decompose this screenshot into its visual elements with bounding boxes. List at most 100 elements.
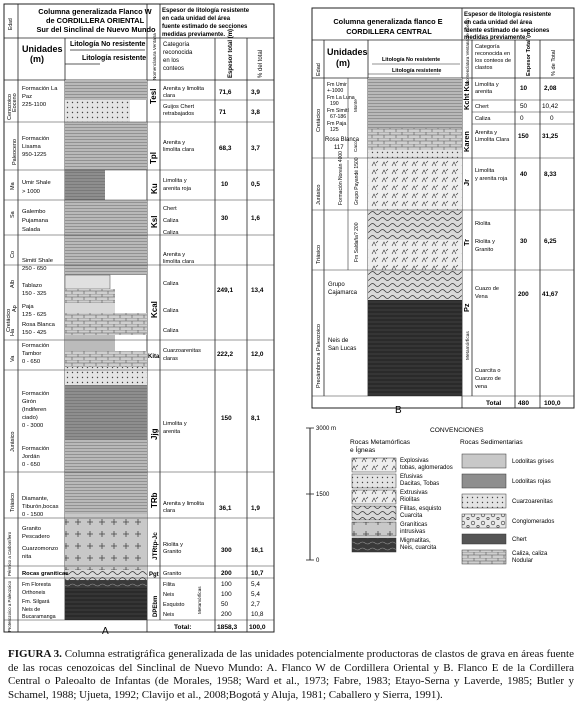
svg-text:10: 10 bbox=[520, 85, 528, 92]
svg-text:2,08: 2,08 bbox=[544, 85, 557, 92]
unidades-header: Unidades (m) bbox=[22, 44, 65, 64]
espesor-header-b: Espesor Total (m) bbox=[526, 29, 532, 76]
lit-res-header-b: Litología resistente bbox=[392, 68, 441, 74]
legend-swatch-explosivas bbox=[351, 457, 397, 473]
svg-text:10,42: 10,42 bbox=[542, 103, 558, 110]
scale-mid: 1500 bbox=[316, 492, 330, 498]
column-b-units: Fm Umir +-1000 Fm La Luna 190 Fm Simití 67-18… bbox=[325, 82, 360, 352]
lithology-column-b bbox=[368, 78, 462, 396]
svg-text:Precámbrico a Paleozoico: Precámbrico a Paleozoico bbox=[316, 324, 322, 388]
legend-meta-title: Rocas Metamórficas e Ígneas bbox=[350, 439, 411, 454]
column-a-ages: Cenozoico Eoceno Paleoceno Ma Sa Co Alb … bbox=[6, 93, 18, 632]
svg-text:68,3: 68,3 bbox=[219, 145, 232, 152]
total-pct-b: 100,0 bbox=[544, 400, 561, 407]
legend-swatch-filitas bbox=[351, 505, 397, 521]
column-b: Columna generalizada flanco E CORDILLERA… bbox=[311, 7, 575, 416]
svg-text:16,1: 16,1 bbox=[251, 547, 264, 554]
svg-text:Metamórficas: Metamórficas bbox=[197, 586, 202, 614]
column-b-title: Columna generalizada flanco E CORDILLERA… bbox=[333, 17, 444, 36]
legend-swatch-graniticas bbox=[351, 521, 397, 537]
svg-text:Ha: Ha bbox=[10, 328, 16, 336]
svg-text:150: 150 bbox=[221, 415, 232, 422]
legend-swatch-chert bbox=[461, 533, 507, 545]
svg-text:6,25: 6,25 bbox=[544, 238, 557, 245]
column-b-categories: Limolita y arenita Chert Caliza Arenita y… bbox=[475, 82, 510, 390]
edad-header-b: Edad bbox=[316, 63, 322, 76]
svg-text:300: 300 bbox=[221, 547, 232, 554]
svg-text:Pz: Pz bbox=[462, 303, 471, 312]
svg-text:DPEbm: DPEbm bbox=[153, 596, 159, 617]
svg-text:Umir Shale> 1000: Umir Shale > 1000 bbox=[22, 180, 51, 195]
unidades-header-b: Unidades (m) bbox=[327, 47, 370, 68]
svg-text:Cretácico: Cretácico bbox=[6, 309, 12, 332]
total-label-b: Total bbox=[486, 400, 501, 407]
svg-text:Migmatitas,Neis, cuarcita: Migmatitas, Neis, cuarcita bbox=[400, 538, 437, 551]
svg-text:Ksl: Ksl bbox=[150, 216, 159, 228]
svg-text:Lodolitas rojas: Lodolitas rojas bbox=[512, 479, 551, 485]
svg-text:Grupo Payandé 1500: Grupo Payandé 1500 bbox=[354, 157, 360, 205]
panel-letter-b: B bbox=[395, 405, 402, 416]
svg-text:31,25: 31,25 bbox=[542, 133, 558, 140]
pct-header-b: % de Total bbox=[551, 50, 557, 76]
legend-swatch-caliza bbox=[461, 549, 507, 565]
lit-res-header: Litología resistente bbox=[82, 55, 146, 62]
svg-text:Triásico: Triásico bbox=[10, 493, 16, 512]
svg-text:Formación Noreán 4000: Formación Noreán 4000 bbox=[338, 151, 344, 205]
categoria-header: Categoría reconocida en los conteos bbox=[163, 42, 194, 72]
svg-text:Jr: Jr bbox=[462, 179, 471, 186]
categoria-header-b: Categoría reconocida en los conteos de c… bbox=[475, 44, 513, 71]
legend-swatch-efusivas bbox=[351, 473, 397, 489]
svg-text:Pérmico a Carbonífero: Pérmico a Carbonífero bbox=[7, 531, 12, 576]
svg-text:Cenozoico: Cenozoico bbox=[7, 94, 13, 120]
svg-text:Eoceno: Eoceno bbox=[12, 93, 18, 112]
svg-text:Cretácico: Cretácico bbox=[316, 109, 322, 132]
legend-sed-title: Rocas Sedimentarias bbox=[460, 439, 523, 446]
legend-title: CONVENCIONES bbox=[430, 427, 484, 434]
svg-text:Ku: Ku bbox=[150, 183, 159, 194]
svg-text:13,4: 13,4 bbox=[251, 287, 264, 294]
column-a-units: Formación La Paz 225-1100 Formación Lisama 9… bbox=[22, 86, 68, 620]
svg-text:Ma: Ma bbox=[10, 181, 16, 190]
svg-text:36,1: 36,1 bbox=[219, 505, 232, 512]
svg-text:Chert: Chert bbox=[475, 104, 489, 110]
svg-text:Caliza: Caliza bbox=[475, 116, 491, 122]
espesor-header: Espesor total (m) bbox=[228, 29, 234, 78]
svg-text:Granito: Granito bbox=[163, 571, 181, 577]
scale-bottom: 0 bbox=[316, 558, 320, 564]
lit-nores-header: Litología No resistente bbox=[70, 41, 146, 48]
svg-text:Sa: Sa bbox=[10, 210, 16, 218]
svg-text:0: 0 bbox=[550, 115, 554, 122]
svg-text:Cuarzoarenitas: Cuarzoarenitas bbox=[512, 499, 553, 505]
svg-text:3,8: 3,8 bbox=[251, 109, 260, 116]
lit-nores-header-b: Litología No resistente bbox=[382, 57, 440, 63]
svg-text:Monte: Monte bbox=[353, 99, 358, 112]
column-b-codes: Kcht Ku Karen Jr Tr Pz Metamórficas bbox=[462, 81, 471, 360]
svg-text:Kita: Kita bbox=[148, 354, 160, 360]
legend: CONVENCIONES Rocas Metamórficas e Ígneas … bbox=[350, 427, 554, 565]
svg-text:5,45,42,710,8: 5,4 5,4 2,7 10,8 bbox=[251, 581, 264, 618]
svg-text:222,2: 222,2 bbox=[217, 351, 233, 358]
svg-text:30: 30 bbox=[520, 238, 528, 245]
figure-caption: FIGURA 3. Columna estratigráfica general… bbox=[8, 648, 574, 702]
svg-text:200: 200 bbox=[518, 291, 529, 298]
legend-swatch-cuarzoarenitas bbox=[461, 493, 507, 509]
svg-text:249,1: 249,1 bbox=[217, 287, 233, 294]
